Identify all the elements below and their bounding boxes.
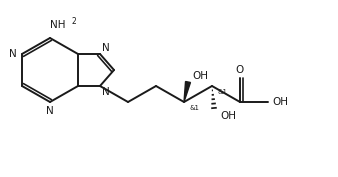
Text: N: N — [9, 49, 17, 59]
Polygon shape — [184, 82, 190, 102]
Text: NH: NH — [50, 20, 66, 30]
Text: &1: &1 — [218, 89, 228, 95]
Text: N: N — [102, 43, 110, 53]
Text: N: N — [46, 106, 54, 116]
Text: N: N — [102, 87, 110, 97]
Text: O: O — [236, 65, 244, 75]
Text: OH: OH — [192, 71, 208, 81]
Text: OH: OH — [272, 97, 288, 107]
Text: OH: OH — [220, 111, 236, 121]
Text: &1: &1 — [190, 105, 200, 111]
Text: 2: 2 — [72, 16, 76, 25]
